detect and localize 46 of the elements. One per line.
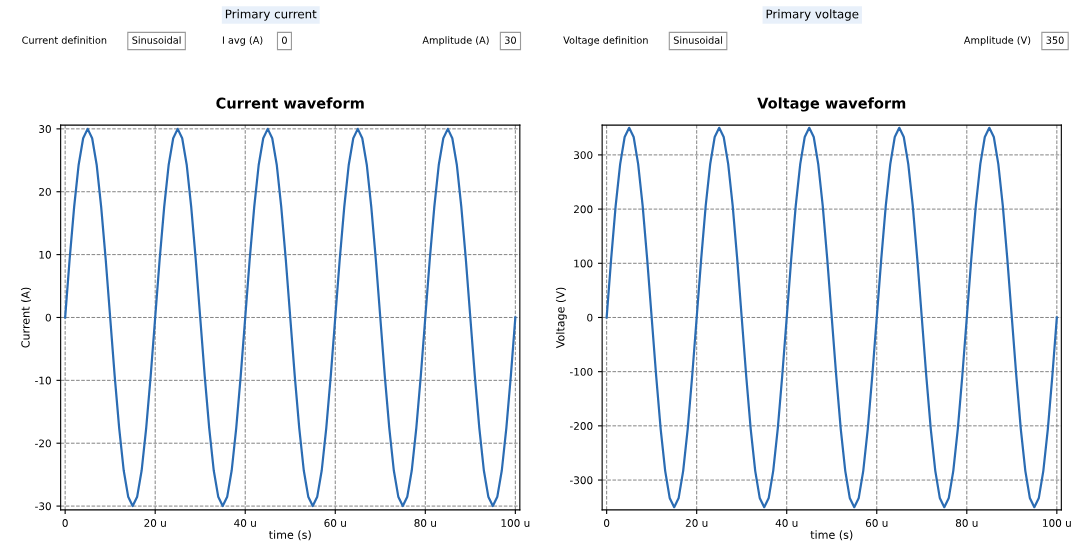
- x-tick-label: 0: [604, 519, 610, 527]
- text: 30: [504, 36, 516, 44]
- x-tick-label: 20 u: [685, 519, 708, 527]
- text: Primary current: [225, 9, 317, 21]
- text: Voltage definition: [563, 36, 648, 46]
- x-tick-label: 100 u: [1043, 519, 1071, 527]
- x-tick-label: 80 u: [955, 519, 978, 527]
- y-tick-label: 10: [39, 250, 51, 259]
- x-tick-label: 100 u: [501, 519, 530, 527]
- text: Current definition: [22, 36, 107, 44]
- x-tick-label: 60 u: [324, 519, 346, 527]
- y-tick-label: -300: [569, 476, 593, 485]
- y-tick-label: 200: [574, 205, 593, 214]
- x-tick-label: 0: [62, 519, 68, 527]
- y-tick-label: 30: [39, 125, 51, 133]
- text: Primary voltage: [766, 9, 859, 21]
- chart-title: Current waveform: [216, 97, 364, 109]
- y-tick-label: -100: [569, 367, 593, 376]
- text: Amplitude (V): [963, 36, 1031, 46]
- y-tick-label: -10: [35, 376, 51, 385]
- text: 0: [282, 36, 287, 44]
- text: Amplitude (A): [422, 36, 489, 46]
- text: Sinusoidal: [673, 36, 723, 44]
- y-axis-title: Current (A): [21, 287, 31, 348]
- x-tick-label: 20 u: [144, 519, 166, 527]
- x-axis-title: time (s): [269, 530, 311, 541]
- y-tick-label: 300: [574, 151, 593, 160]
- y-tick-label: -20: [35, 439, 51, 448]
- y-tick-label: -30: [35, 502, 51, 511]
- y-tick-label: 20: [39, 187, 51, 196]
- x-axis-title: time (s): [810, 530, 853, 541]
- y-tick-label: 0: [45, 313, 51, 322]
- y-tick-label: 0: [587, 313, 593, 322]
- y-axis-title: Voltage (V): [555, 287, 567, 349]
- text: Sinusoidal: [132, 36, 181, 44]
- line-series: [64, 127, 517, 508]
- x-tick-label: 40 u: [775, 519, 798, 527]
- y-tick-label: -200: [569, 422, 593, 430]
- x-tick-label: 60 u: [865, 519, 888, 527]
- x-tick-label: 40 u: [234, 519, 256, 527]
- chart-title: Voltage waveform: [757, 97, 906, 112]
- line-series: [605, 126, 1058, 509]
- text: I avg (A): [222, 36, 263, 46]
- x-tick-label: 80 u: [414, 519, 436, 527]
- text: 350: [1046, 36, 1064, 44]
- y-tick-label: 100: [574, 259, 593, 268]
